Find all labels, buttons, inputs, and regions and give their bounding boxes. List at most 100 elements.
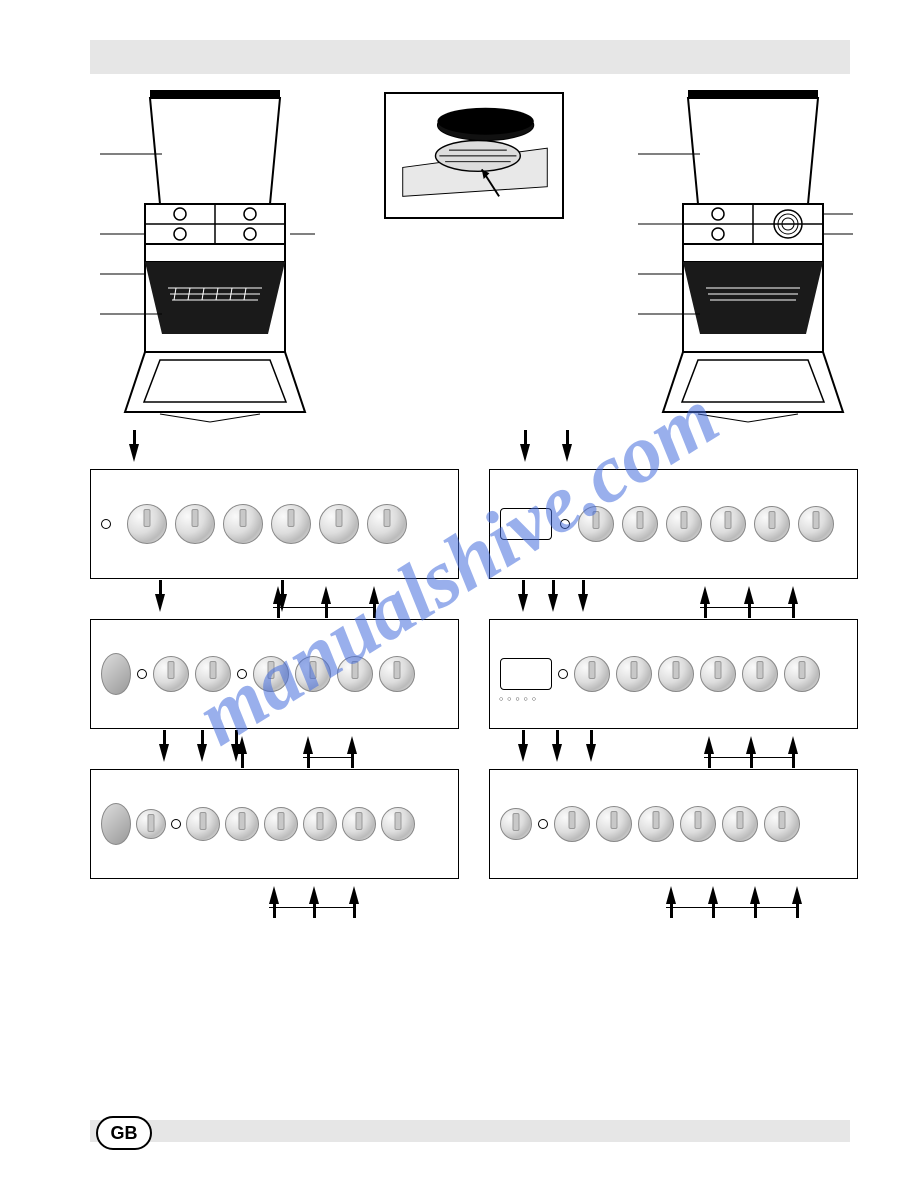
cooker-right-svg <box>628 84 858 424</box>
control-knob[interactable] <box>680 806 716 842</box>
control-knob[interactable] <box>754 506 790 542</box>
control-knob[interactable] <box>578 506 614 542</box>
arrow-up-icon <box>347 736 357 754</box>
arrow-connector <box>666 907 796 908</box>
control-knob[interactable] <box>271 504 311 544</box>
display-screen <box>500 658 552 690</box>
control-knob[interactable] <box>223 504 263 544</box>
arrow-down-icon <box>159 744 169 762</box>
indicator-light <box>560 519 570 529</box>
control-knob[interactable] <box>195 656 231 692</box>
arrow-up-icon <box>746 736 756 754</box>
arrow-down-icon <box>578 594 588 612</box>
ignition-button[interactable] <box>101 653 131 695</box>
arrow-down-icon <box>552 744 562 762</box>
control-knob[interactable] <box>136 809 166 839</box>
control-knob[interactable] <box>225 807 259 841</box>
indicator-light <box>137 669 147 679</box>
arrow-up-icon <box>700 586 710 604</box>
arrow-down-icon <box>518 594 528 612</box>
control-knob[interactable] <box>784 656 820 692</box>
control-knob[interactable] <box>722 806 758 842</box>
arrow-up-icon <box>369 586 379 604</box>
arrow-up-icon <box>792 886 802 904</box>
arrow-connector <box>303 757 351 758</box>
cooker-left-svg <box>90 84 320 424</box>
burner-inset <box>384 92 564 219</box>
arrow-down-icon <box>518 744 528 762</box>
control-knob[interactable] <box>303 807 337 841</box>
indicator-light <box>538 819 548 829</box>
control-knob[interactable] <box>175 504 215 544</box>
arrow-down-icon <box>586 744 596 762</box>
control-knob[interactable] <box>666 506 702 542</box>
arrow-connector <box>704 757 792 758</box>
arrow-up-icon <box>788 736 798 754</box>
control-knob[interactable] <box>638 806 674 842</box>
control-panel-2 <box>489 469 858 579</box>
ignition-button[interactable] <box>101 803 131 845</box>
arrow-up-icon <box>269 886 279 904</box>
control-knob[interactable] <box>658 656 694 692</box>
control-knob[interactable] <box>295 656 331 692</box>
control-knob[interactable] <box>319 504 359 544</box>
arrow-up-icon <box>708 886 718 904</box>
control-panel-5 <box>90 769 459 879</box>
control-panels-grid <box>90 469 858 879</box>
control-knob[interactable] <box>264 807 298 841</box>
appliance-left <box>90 84 320 429</box>
arrow-down-icon <box>155 594 165 612</box>
arrow-connector <box>700 607 792 608</box>
arrow-down-icon <box>129 444 139 462</box>
control-knob[interactable] <box>342 807 376 841</box>
arrow-down-icon <box>520 444 530 462</box>
control-knob[interactable] <box>379 656 415 692</box>
display-screen <box>500 508 552 540</box>
arrow-up-icon <box>309 886 319 904</box>
control-knob[interactable] <box>186 807 220 841</box>
arrow-down-icon <box>562 444 572 462</box>
control-knob[interactable] <box>622 506 658 542</box>
knob-row <box>578 506 834 542</box>
control-knob[interactable] <box>253 656 289 692</box>
arrow-down-icon <box>231 744 241 762</box>
control-knob[interactable] <box>764 806 800 842</box>
arrow-up-icon <box>788 586 798 604</box>
control-panel-4 <box>489 619 858 729</box>
control-panel-6 <box>489 769 858 879</box>
appliance-right <box>628 84 858 429</box>
arrow-down-icon <box>197 744 207 762</box>
footer-bar <box>90 1120 850 1142</box>
control-knob[interactable] <box>742 656 778 692</box>
control-knob[interactable] <box>710 506 746 542</box>
arrow-up-icon <box>666 886 676 904</box>
indicator-light <box>558 669 568 679</box>
control-knob[interactable] <box>367 504 407 544</box>
control-panel-3 <box>90 619 459 729</box>
arrow-up-icon <box>704 736 714 754</box>
arrow-up-icon <box>349 886 359 904</box>
country-badge: GB <box>96 1116 152 1150</box>
burner-svg <box>392 100 558 206</box>
control-knob[interactable] <box>798 506 834 542</box>
header-bar <box>90 40 850 74</box>
control-knob[interactable] <box>337 656 373 692</box>
control-knob[interactable] <box>700 656 736 692</box>
top-illustrations-row <box>90 84 858 429</box>
arrow-down-icon <box>548 594 558 612</box>
indicator-light <box>237 669 247 679</box>
control-knob[interactable] <box>596 806 632 842</box>
indicator-light <box>171 819 181 829</box>
control-panel-1 <box>90 469 459 579</box>
knob-row <box>127 504 407 544</box>
arrow-connector <box>273 607 373 608</box>
control-knob[interactable] <box>616 656 652 692</box>
control-knob[interactable] <box>153 656 189 692</box>
control-knob[interactable] <box>381 807 415 841</box>
control-knob[interactable] <box>127 504 167 544</box>
control-knob[interactable] <box>500 808 532 840</box>
arrow-up-icon <box>321 586 331 604</box>
arrow-up-icon <box>744 586 754 604</box>
control-knob[interactable] <box>554 806 590 842</box>
control-knob[interactable] <box>574 656 610 692</box>
